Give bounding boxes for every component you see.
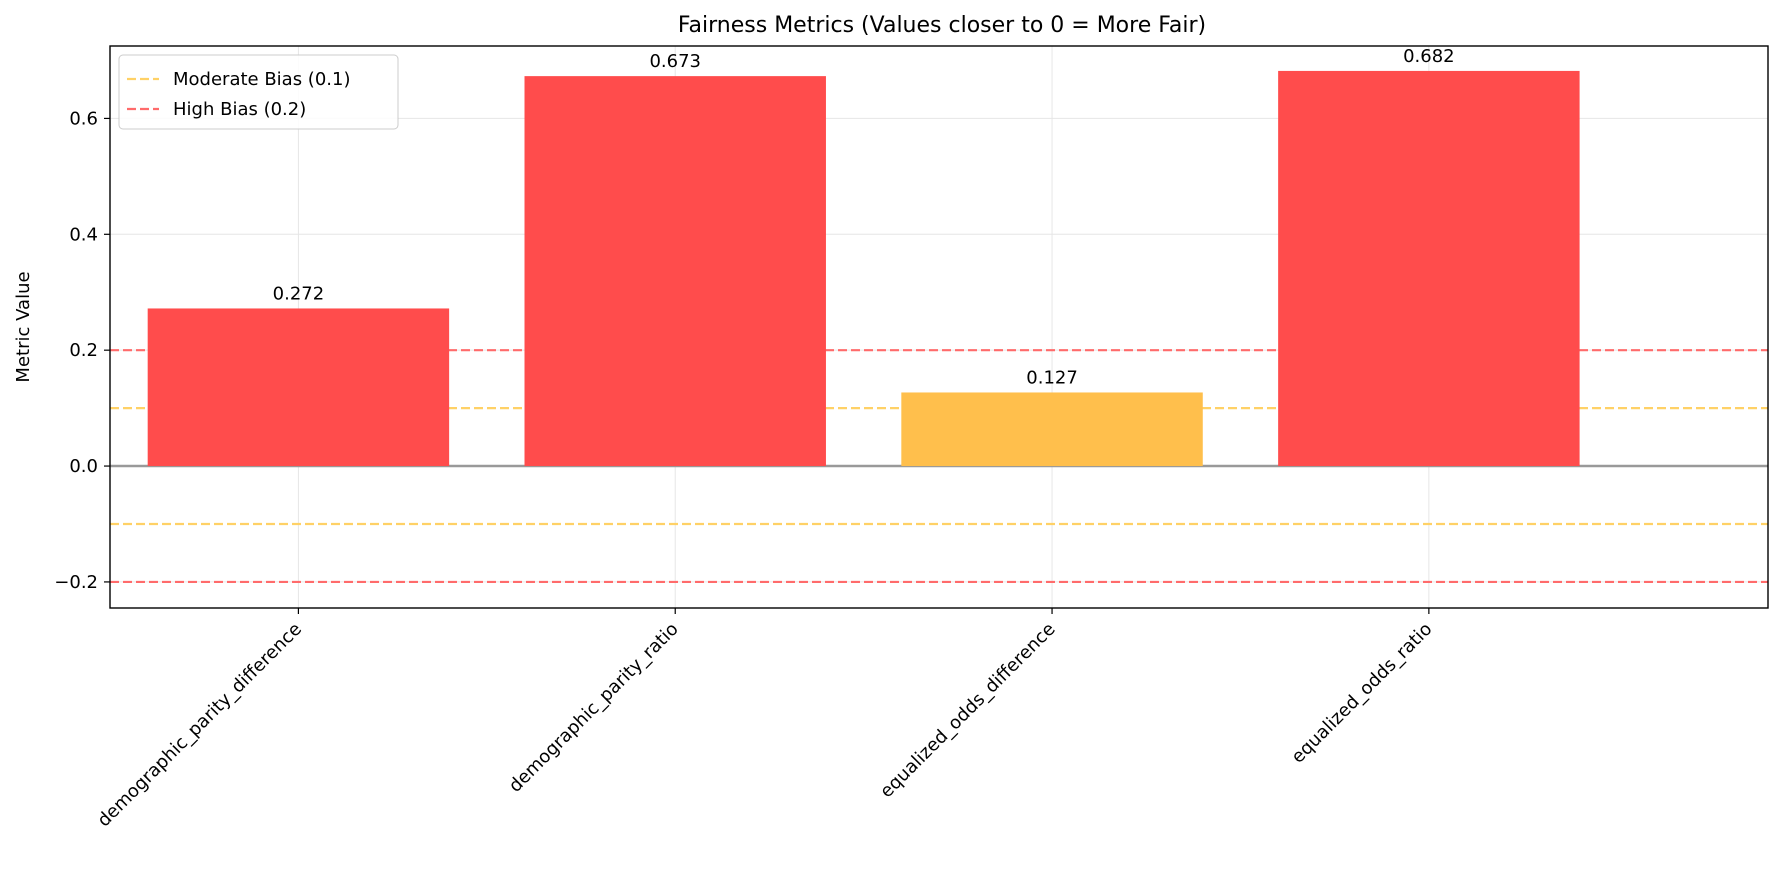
x-tick-label: equalized_odds_ratio	[1287, 619, 1436, 768]
data-label: 0.673	[649, 51, 701, 72]
bars	[147, 70, 1580, 467]
x-tick-label: equalized_odds_difference	[876, 619, 1059, 802]
legend-label-high-bias: High Bias (0.2)	[173, 99, 306, 120]
legend-box	[118, 54, 399, 130]
y-tick-label: 0.2	[69, 340, 98, 361]
data-label: 0.682	[1403, 46, 1455, 67]
legend: Moderate Bias (0.1) High Bias (0.2)	[118, 54, 399, 130]
y-tick-label: 0.4	[69, 224, 98, 245]
x-tick-label: demographic_parity_difference	[93, 619, 306, 832]
y-tick-label: 0.6	[69, 108, 98, 129]
data-label: 0.127	[1026, 367, 1078, 388]
y-axis-label: Metric Value	[13, 271, 34, 382]
data-label: 0.272	[273, 283, 325, 304]
bar-equalized-odds-ratio	[1278, 70, 1580, 467]
data-labels: 0.272 0.673 0.127 0.682	[273, 46, 1455, 389]
x-tick-label: demographic_parity_ratio	[505, 619, 683, 797]
bar-demographic-parity-ratio	[524, 76, 826, 467]
bar-equalized-odds-difference	[901, 392, 1203, 467]
bar-demographic-parity-difference	[147, 308, 450, 467]
plot-frame	[109, 45, 1769, 609]
legend-label-moderate-bias: Moderate Bias (0.1)	[173, 69, 350, 90]
chart-title: Fairness Metrics (Values closer to 0 = M…	[678, 13, 1206, 38]
y-tick-label: 0.0	[69, 456, 98, 477]
y-tick-label: −0.2	[54, 572, 98, 593]
